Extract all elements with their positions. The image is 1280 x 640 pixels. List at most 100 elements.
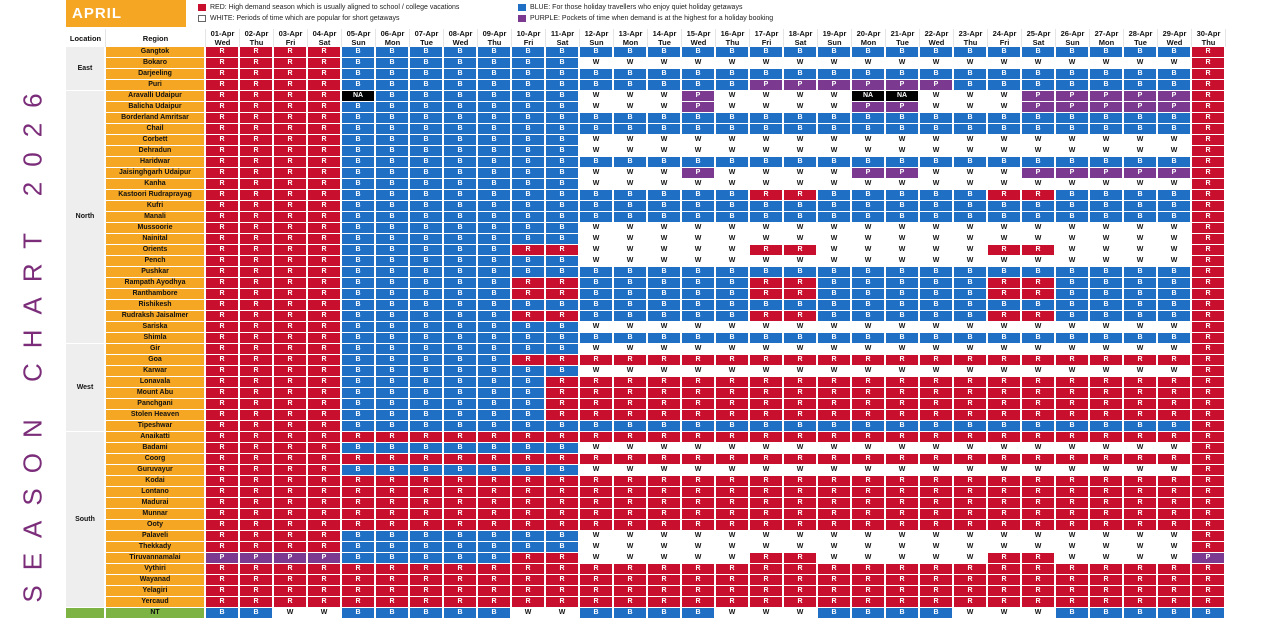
season-cell: B (852, 201, 886, 212)
season-cell: R (240, 102, 274, 113)
season-cell: B (1090, 333, 1124, 344)
season-cell: B (1056, 80, 1090, 91)
season-cell: W (614, 102, 648, 113)
season-cell: R (240, 234, 274, 245)
season-cell: W (886, 234, 920, 245)
season-cell: B (410, 531, 444, 542)
season-cell: B (376, 333, 410, 344)
date-header: 21-Apr (886, 29, 920, 38)
weekday-header: Sun (818, 38, 852, 47)
season-cell: R (818, 388, 852, 399)
season-cell: B (444, 245, 478, 256)
season-cell: R (750, 575, 784, 586)
season-cell: R (920, 586, 954, 597)
season-cell: B (750, 421, 784, 432)
season-cell: R (682, 575, 716, 586)
season-cell: W (1158, 322, 1192, 333)
season-cell: B (444, 377, 478, 388)
season-cell: W (580, 102, 614, 113)
season-cell: B (478, 388, 512, 399)
season-cell: R (1124, 498, 1158, 509)
season-cell: B (478, 322, 512, 333)
season-cell: R (920, 520, 954, 531)
season-cell: B (716, 124, 750, 135)
season-cell: R (1158, 377, 1192, 388)
season-cell: W (954, 531, 988, 542)
season-cell: R (206, 377, 240, 388)
season-cell: B (546, 69, 580, 80)
season-cell: B (1124, 190, 1158, 201)
season-cell: B (614, 201, 648, 212)
season-cell: B (444, 102, 478, 113)
season-cell: B (444, 421, 478, 432)
season-cell: B (512, 102, 546, 113)
season-cell: B (376, 366, 410, 377)
season-cell: W (818, 223, 852, 234)
season-cell: R (206, 421, 240, 432)
season-cell: B (682, 124, 716, 135)
season-cell: R (342, 575, 376, 586)
season-cell: R (784, 289, 818, 300)
season-cell: B (1124, 267, 1158, 278)
season-cell: B (376, 212, 410, 223)
season-cell: R (308, 344, 342, 355)
season-cell: B (546, 542, 580, 553)
season-cell: W (1056, 146, 1090, 157)
season-cell: R (206, 454, 240, 465)
season-cell: B (376, 278, 410, 289)
season-cell: R (308, 377, 342, 388)
season-cell: B (920, 157, 954, 168)
season-cell: R (750, 597, 784, 608)
season-cell: R (274, 223, 308, 234)
season-cell: R (784, 355, 818, 366)
season-cell: R (580, 355, 614, 366)
season-cell: W (784, 179, 818, 190)
season-cell: B (444, 47, 478, 58)
season-cell: B (410, 124, 444, 135)
season-cell: B (444, 234, 478, 245)
season-cell: B (410, 91, 444, 102)
season-cell: R (1158, 410, 1192, 421)
season-cell: R (784, 278, 818, 289)
season-cell: W (1124, 146, 1158, 157)
season-cell: W (988, 146, 1022, 157)
season-cell: W (886, 322, 920, 333)
season-cell: R (274, 278, 308, 289)
season-cell: R (274, 124, 308, 135)
season-cell: R (1158, 487, 1192, 498)
weekday-header: Tue (410, 38, 444, 47)
season-cell: W (988, 322, 1022, 333)
season-cell: B (342, 366, 376, 377)
season-cell: W (682, 179, 716, 190)
season-cell: R (308, 157, 342, 168)
season-cell: P (886, 80, 920, 91)
season-cell: R (784, 564, 818, 575)
season-cell: W (852, 245, 886, 256)
season-cell: R (1192, 91, 1226, 102)
season-cell: B (546, 47, 580, 58)
season-cell: B (716, 113, 750, 124)
season-cell: R (546, 564, 580, 575)
season-cell: R (546, 476, 580, 487)
legend: RED: High demand season which is usually… (198, 2, 958, 26)
season-cell: W (1056, 465, 1090, 476)
season-cell: B (376, 168, 410, 179)
season-cell: R (240, 168, 274, 179)
season-cell: R (1090, 454, 1124, 465)
season-cell: B (886, 190, 920, 201)
season-cell: W (988, 256, 1022, 267)
weekday-header: Sat (784, 38, 818, 47)
season-cell: R (818, 399, 852, 410)
season-cell: R (784, 476, 818, 487)
season-cell: W (852, 531, 886, 542)
season-cell: R (1192, 256, 1226, 267)
season-cell: R (274, 234, 308, 245)
season-cell: R (274, 586, 308, 597)
season-cell: R (1056, 476, 1090, 487)
season-cell: B (1158, 157, 1192, 168)
season-cell: R (308, 333, 342, 344)
season-cell: R (376, 498, 410, 509)
season-cell: R (274, 47, 308, 58)
season-cell: R (1192, 124, 1226, 135)
season-cell: W (716, 179, 750, 190)
